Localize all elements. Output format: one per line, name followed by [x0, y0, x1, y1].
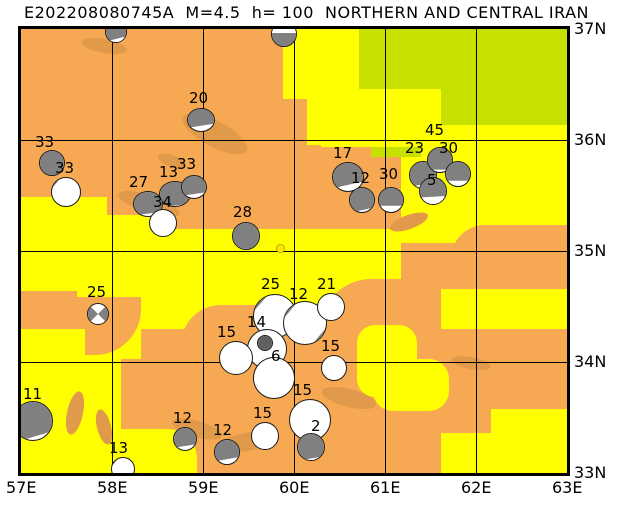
lat-tick-36N: 36N: [574, 130, 607, 149]
lon-tick-58E: 58E: [97, 478, 128, 497]
lat-tick-37N: 37N: [574, 19, 607, 38]
depth-label-33c: 33: [177, 155, 197, 173]
depth-label-33a: 33: [35, 133, 55, 151]
depth-label-11: 11: [23, 385, 43, 403]
gridline-lat-36N: [21, 140, 567, 141]
beachball-33c: [181, 175, 207, 199]
depth-label-33b: 33: [55, 159, 75, 177]
beachball-6: [253, 357, 295, 399]
topo-yellow-left2: [21, 197, 107, 287]
depth-label-25-center: 25: [261, 275, 281, 293]
depth-label-27: 27: [129, 173, 149, 191]
depth-label-23: 23: [405, 139, 425, 157]
depth-label-30a: 30: [379, 165, 399, 183]
depth-label-12-center: 12: [289, 285, 309, 303]
lat-tick-35N: 35N: [574, 241, 607, 260]
beachball-12-bottom-a: [173, 427, 197, 451]
lon-tick-61E: 61E: [370, 478, 401, 497]
beachball-top-mid: [271, 29, 297, 47]
beachball-15-lowleft: [251, 422, 279, 450]
lon-tick-59E: 59E: [188, 478, 219, 497]
depth-label-20: 20: [189, 89, 209, 107]
beachball-30a: [378, 187, 404, 213]
lon-tick-60E: 60E: [279, 478, 310, 497]
depth-label-28: 28: [233, 203, 253, 221]
depth-label-2: 2: [311, 417, 321, 435]
gridline-lat-35N: [21, 251, 567, 252]
epicenter-marker: [276, 244, 285, 253]
topo-yellow-bottom3: [491, 409, 567, 473]
beachball-20: [187, 108, 215, 132]
beachball-25-left: [87, 303, 109, 325]
depth-label-13-bottom: 13: [109, 439, 129, 457]
topo-yellow-lowmid2: [357, 325, 417, 397]
depth-label-25-left: 25: [87, 283, 107, 301]
depth-label-15-lowleft: 15: [253, 404, 273, 422]
beachball-small-inner: [257, 335, 273, 351]
lon-tick-57E: 57E: [6, 478, 37, 497]
beachball-15-west: [219, 341, 253, 375]
lat-tick-34N: 34N: [574, 352, 607, 371]
map-frame: 33 33 27 34 13 33 20 28 25 17 12 30 23 4…: [18, 26, 570, 476]
depth-label-30b: 30: [439, 139, 459, 157]
gridline-lat-34N: [21, 362, 567, 363]
beachball-12a: [349, 187, 375, 213]
lon-tick-62E: 62E: [461, 478, 492, 497]
beachball-17: [332, 162, 364, 192]
depth-label-21: 21: [317, 275, 337, 293]
beachball-11: [21, 401, 53, 441]
figure-title: E202208080745A M=4.5 h= 100 NORTHERN AND…: [24, 3, 590, 22]
beachball-12-bottom-b: [214, 439, 240, 465]
depth-label-12-bottom-b: 12: [213, 421, 233, 439]
depth-label-12-bottom-a: 12: [173, 409, 193, 427]
beachball-12-center: [283, 301, 327, 345]
depth-label-34: 34: [153, 193, 173, 211]
beachball-33a: [39, 150, 65, 176]
beachball-2: [297, 433, 325, 461]
depth-label-14: 14: [247, 313, 267, 331]
topo-yellow-bottom: [121, 453, 191, 473]
depth-label-12a: 12: [351, 169, 371, 187]
beachball-30b: [445, 161, 471, 187]
beachball-13-bottom: [111, 457, 135, 473]
beachball-5: [419, 177, 447, 205]
map-canvas: 33 33 27 34 13 33 20 28 25 17 12 30 23 4…: [21, 29, 567, 473]
depth-label-15-lower: 15: [293, 381, 313, 399]
beachball-15-east: [321, 355, 347, 381]
depth-label-6: 6: [271, 347, 281, 365]
beachball-34: [149, 209, 177, 237]
beachball-28: [232, 222, 260, 250]
beachball-top-left: [105, 29, 127, 43]
beachball-21: [317, 293, 345, 321]
depth-label-15-east: 15: [321, 337, 341, 355]
depth-label-15-west: 15: [217, 323, 237, 341]
lon-tick-63E: 63E: [552, 478, 583, 497]
depth-label-5: 5: [427, 171, 437, 189]
depth-label-13a: 13: [159, 163, 179, 181]
lat-tick-33N: 33N: [574, 463, 607, 482]
depth-label-17: 17: [333, 144, 353, 162]
depth-label-45: 45: [425, 121, 445, 139]
beachball-33b: [51, 177, 81, 207]
